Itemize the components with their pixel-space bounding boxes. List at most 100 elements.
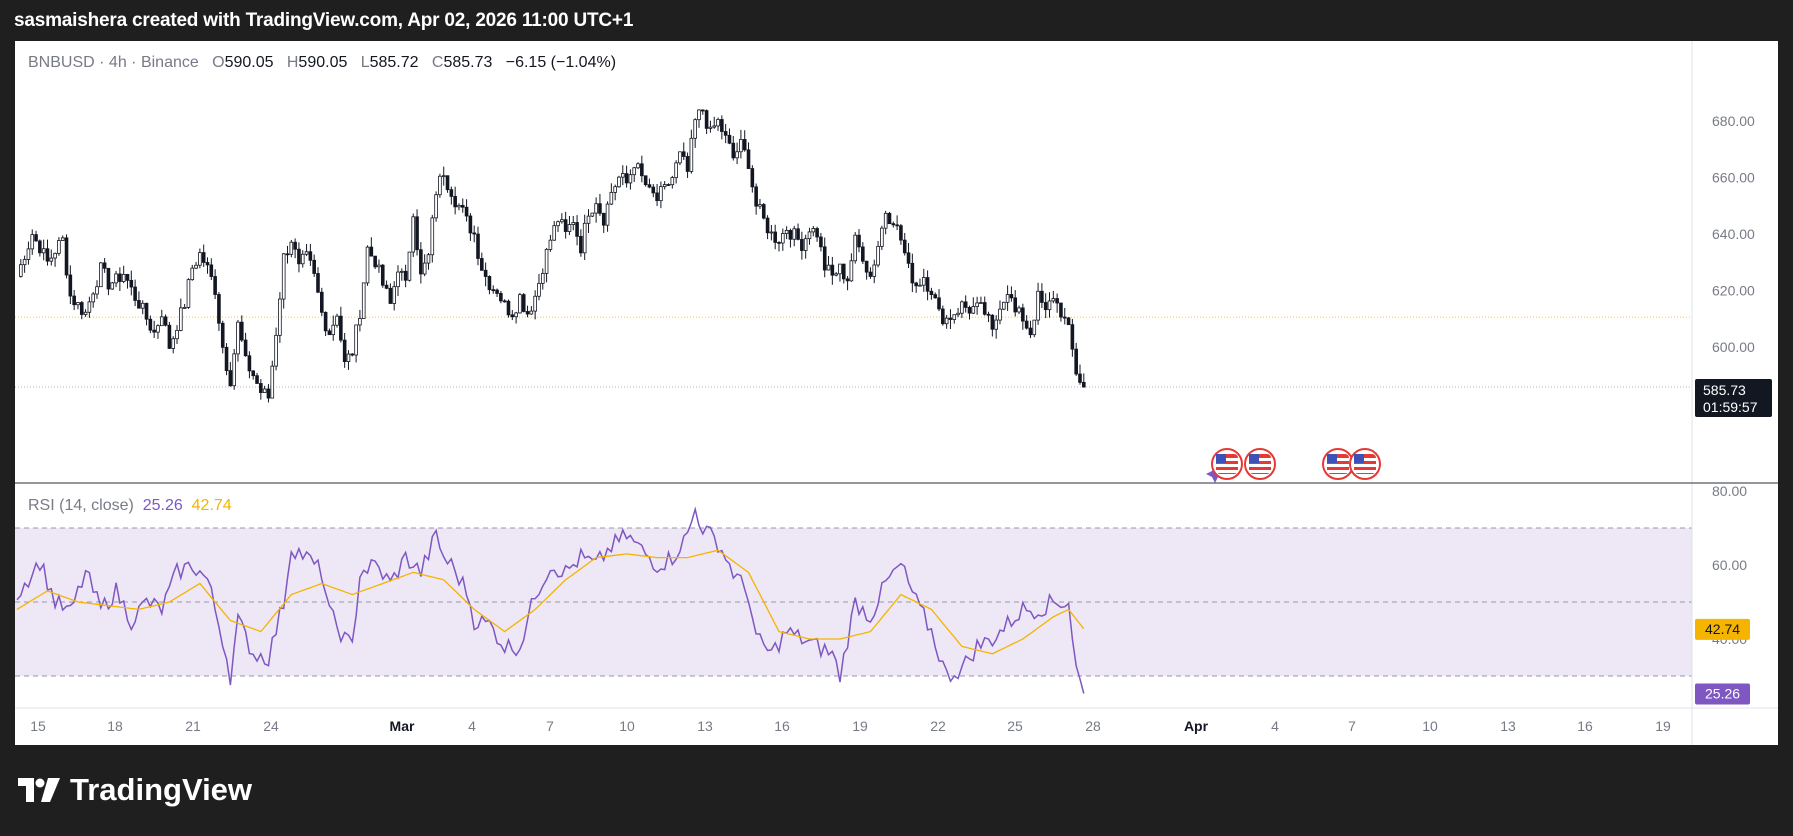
exchange-label: Binance [140,54,199,71]
candle-body [598,203,602,214]
price-tick-label: 620.00 [1712,282,1755,298]
candle-body [540,272,545,284]
candle-body [373,255,377,268]
candle-body [76,302,80,306]
candle-body [834,273,838,276]
candle-body [723,131,728,136]
candle-body [518,294,522,314]
candle-body [179,307,183,331]
event-markers[interactable] [1206,448,1381,483]
candle-body [483,269,488,277]
candle-body [712,125,717,128]
candle-body [948,317,953,320]
time-tick-label: 4 [468,718,476,734]
rsi-ma-value: 42.74 [191,497,232,514]
candle-body [560,219,564,223]
candle-body [72,295,76,306]
candle-body [1021,307,1025,322]
candle-body [708,126,713,129]
candle-body [640,163,644,177]
candle-body [1040,290,1044,303]
candle-body [342,339,347,362]
candle-body [430,217,435,256]
candle-body [647,184,652,188]
candle-body [182,307,187,309]
candle-body [121,273,126,282]
candle-body [925,277,930,292]
time-tick-label: Apr [1184,718,1209,734]
candle-body [308,251,313,261]
rsi-name[interactable]: RSI (14, close) [28,497,134,514]
rsi-layer [16,506,1085,694]
candle-body [289,241,294,255]
candle-body [716,119,720,127]
candle-body [556,221,560,227]
candle-body [144,302,149,320]
time-tick-label: 7 [546,718,554,734]
candle-body [990,314,995,330]
interval-label[interactable]: 4h [108,54,127,71]
candle-body [53,252,57,259]
candle-body [438,175,442,196]
candle-body [887,212,892,225]
rsi-legend: RSI (14, close) 25.26 42.74 [28,497,232,515]
candle-body [495,289,499,294]
flag-us-icon[interactable] [1244,448,1276,480]
rsi-ma-line [16,549,1085,655]
time-tick-label: 19 [1655,718,1671,734]
time-tick-label: 7 [1348,718,1356,734]
candle-body [1047,300,1052,311]
candle-body [411,216,416,253]
candle-body [38,240,42,254]
candle-body [453,196,457,208]
candle-body [129,279,134,288]
candle-body [1051,298,1056,302]
legend-separator: · [131,54,137,71]
time-tick-label: 28 [1085,718,1101,734]
candle-body [255,375,259,384]
candle-body [281,253,286,300]
candle-body [57,240,61,254]
candle-body [209,264,214,277]
candle-body [704,110,709,129]
candle-body [666,184,671,186]
candle-body [445,175,450,191]
candle-body [750,168,755,188]
candle-body [651,186,656,194]
candle-body [921,277,926,286]
candle-body [937,297,941,310]
close-label: C [431,54,444,71]
time-tick-label: 25 [1007,718,1023,734]
candle-body [830,264,835,276]
candle-body [79,302,84,315]
candle-body [563,219,568,232]
candle-body [800,238,804,251]
candle-body [731,142,736,159]
candle-body [975,302,979,307]
candle-body [91,293,96,303]
candle-body [910,262,915,284]
time-tick-label: Mar [390,718,415,734]
candle-body [60,237,65,241]
candle-body [769,231,774,234]
candle-body [1070,324,1075,350]
symbol-name[interactable]: BNBUSD [28,54,95,71]
flag-us-icon[interactable] [1211,448,1243,480]
flag-us-icon[interactable] [1322,448,1354,480]
candle-body [510,314,515,318]
chart-canvas[interactable]: 600.00620.00640.00660.00680.0040.0060.00… [15,41,1778,745]
candle-body [102,262,107,269]
candle-body [1017,307,1021,313]
candle-body [472,232,476,235]
price-tick-label: 680.00 [1712,113,1755,129]
candle-body [537,282,541,297]
candle-body [434,194,438,219]
candle-body [400,270,404,273]
tradingview-logo[interactable]: TradingView [18,772,252,808]
flag-us-icon[interactable] [1349,448,1381,480]
candle-body [140,302,145,309]
price-tick-label: 640.00 [1712,226,1755,242]
time-tick-label: 21 [185,718,201,734]
candle-body [274,334,278,367]
candle-body [26,248,31,260]
